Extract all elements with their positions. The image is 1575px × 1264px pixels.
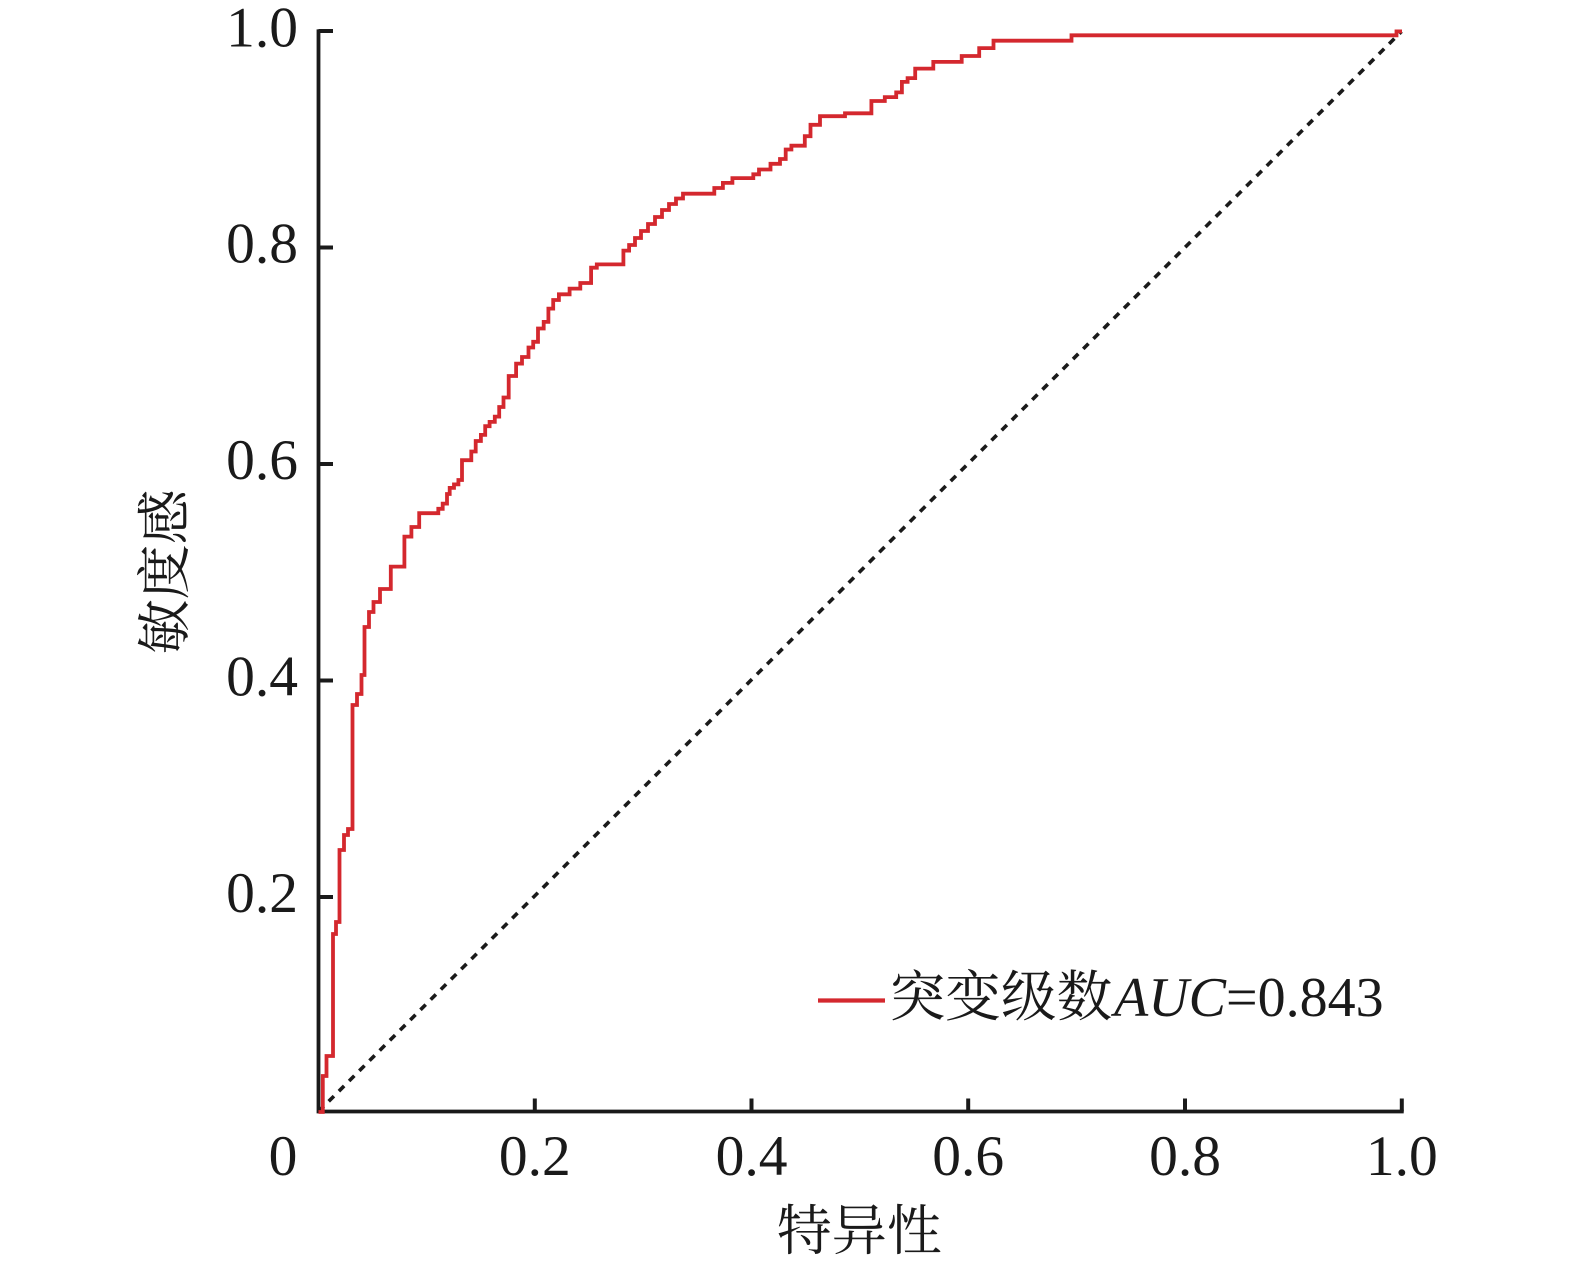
svg-text:0.4: 0.4 [716,1125,788,1188]
svg-text:0.2: 0.2 [499,1125,571,1188]
svg-text:1.0: 1.0 [226,0,298,60]
svg-text:0.6: 0.6 [932,1125,1004,1188]
svg-text:0.6: 0.6 [226,429,298,492]
svg-text:0: 0 [269,1125,298,1188]
svg-text:AUC=0.843: AUC=0.843 [1110,967,1384,1029]
svg-text:0.2: 0.2 [226,862,298,925]
svg-text:0.4: 0.4 [226,646,298,709]
svg-text:0.8: 0.8 [226,213,298,276]
svg-text:1.0: 1.0 [1366,1125,1438,1188]
svg-text:0.8: 0.8 [1149,1125,1221,1188]
